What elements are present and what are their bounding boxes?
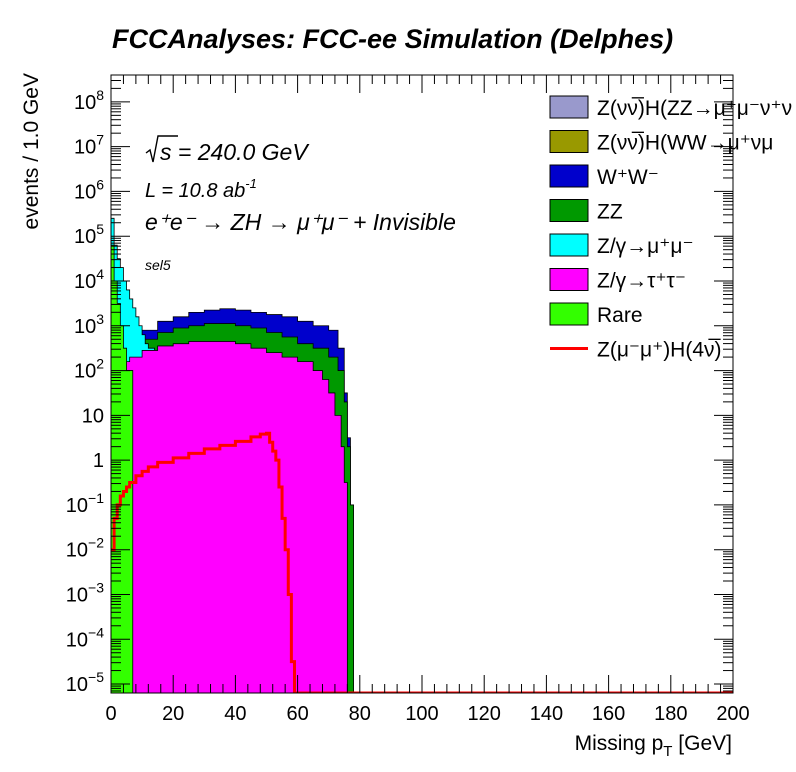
series-8-z-h-4-line: [111, 431, 733, 693]
series-6-z-area: [111, 341, 351, 693]
legend-swatch: [549, 164, 589, 188]
y-tick-label: 108: [74, 87, 104, 114]
y-tick-exponent: 7: [96, 132, 104, 148]
x-tick-label: 200: [716, 703, 749, 725]
y-tick-label: 1: [93, 450, 104, 472]
y-tick-exponent: 6: [96, 176, 104, 192]
legend-swatch: [549, 302, 589, 326]
process-text: e⁺e⁻ → ZH → μ⁺μ⁻ + Invisible: [145, 209, 456, 235]
legend-swatch: [549, 95, 589, 119]
lumi-exponent: -1: [245, 176, 257, 191]
y-tick-label: 10−5: [66, 669, 104, 696]
y-tick-label: 106: [74, 176, 104, 203]
legend-label: Rare: [597, 304, 643, 327]
legend-swatch: [549, 130, 589, 153]
y-tick-base: 10: [66, 495, 88, 517]
x-tick-label: 80: [349, 703, 371, 725]
x-tick-label: 100: [405, 703, 438, 725]
y-tick-label: 10−4: [66, 624, 104, 651]
legend-label: Z/γ→μ⁺μ⁻: [597, 235, 694, 258]
sqrt-s-text: s = 240.0 GeV: [160, 139, 310, 165]
legend-label: Z/γ→τ⁺τ⁻: [597, 270, 686, 293]
x-axis-label-unit: [GeV]: [672, 732, 732, 755]
y-tick-label: 10−3: [66, 579, 104, 606]
x-axis-label: Missing pT [GeV]: [575, 732, 732, 760]
y-tick-base: 1: [93, 450, 104, 472]
x-tick-label: 120: [468, 703, 501, 725]
y-tick-label: 103: [74, 311, 104, 338]
y-axis-label: events / 1.0 GeV: [20, 73, 43, 229]
selection-text: sel5: [145, 257, 171, 273]
y-tick-base: 10: [66, 584, 88, 606]
y-tick-label: 10: [82, 405, 104, 427]
x-tick-label: 40: [224, 703, 246, 725]
y-tick-exponent: −3: [88, 579, 104, 595]
x-axis-label-sub: T: [663, 743, 672, 760]
y-tick-base: 10: [74, 137, 96, 159]
y-tick-exponent: 5: [96, 221, 104, 237]
y-tick-label: 105: [74, 221, 104, 248]
chart-title: FCCAnalyses: FCC-ee Simulation (Delphes): [112, 24, 673, 54]
y-tick-base: 10: [74, 361, 96, 383]
y-tick-label: 107: [74, 132, 104, 159]
y-tick-exponent: −2: [88, 535, 104, 551]
y-tick-label: 104: [74, 266, 104, 293]
y-tick-base: 10: [74, 226, 96, 248]
legend-swatch: [549, 268, 589, 291]
x-tick-label: 0: [105, 703, 116, 725]
y-tick-exponent: −1: [88, 490, 104, 506]
ticks-layer: [110, 75, 734, 693]
y-tick-base: 10: [82, 405, 104, 427]
x-tick-label: 160: [592, 703, 625, 725]
legend-label: Z(νν̅)H(WW→μ⁺νμ: [597, 132, 773, 155]
legend-swatch: [549, 233, 589, 257]
x-tick-label: 140: [530, 703, 563, 725]
y-tick-label: 10−2: [66, 535, 104, 562]
y-tick-base: 10: [74, 316, 96, 338]
x-tick-labels: 0 20 40 60 80 100 120 140 160 180 200: [105, 703, 749, 725]
y-tick-labels: 10810710610510410310210110−110−210−310−4…: [66, 87, 104, 696]
y-tick-exponent: −5: [88, 669, 104, 685]
legend-label: W⁺W⁻: [597, 166, 659, 189]
legend-swatch: [549, 199, 589, 222]
x-axis-label-main: Missing p: [575, 732, 664, 755]
y-tick-label: 102: [74, 356, 104, 383]
y-tick-base: 10: [66, 540, 88, 562]
lumi-value: L = 10.8 ab: [145, 180, 245, 202]
y-tick-label: 10−1: [66, 490, 104, 517]
y-tick-base: 10: [74, 181, 96, 203]
luminosity-text: L = 10.8 ab-1: [145, 176, 257, 202]
y-tick-exponent: 4: [96, 266, 104, 282]
legend-label: Z(νν̅)H(ZZ→μ⁺μ⁻ν⁺ν: [597, 97, 792, 120]
y-tick-exponent: 8: [96, 87, 104, 103]
y-tick-exponent: 3: [96, 311, 104, 327]
annotation-sqrt-s: s = 240.0 GeV: [145, 135, 310, 165]
y-tick-base: 10: [74, 271, 96, 293]
y-tick-base: 10: [66, 674, 88, 696]
legend-label: Z(μ⁻μ⁺)H(4ν̅): [597, 339, 722, 362]
legend: Z(νν̅)H(ZZ→μ⁺μ⁻ν⁺ν Z(νν̅)H(WW→μ⁺νμ W⁺W⁻ ZZ Z…: [549, 95, 792, 362]
x-tick-label: 20: [162, 703, 184, 725]
x-tick-label: 60: [286, 703, 308, 725]
legend-entries: Z(νν̅)H(ZZ→μ⁺μ⁻ν⁺ν Z(νν̅)H(WW→μ⁺νμ W⁺W⁻ ZZ Z…: [549, 95, 792, 362]
x-tick-label: 180: [654, 703, 687, 725]
legend-label: ZZ: [597, 201, 623, 224]
y-tick-exponent: −4: [88, 624, 104, 640]
y-tick-exponent: 2: [96, 356, 104, 372]
series-layer: [111, 217, 733, 693]
y-tick-base: 10: [66, 629, 88, 651]
y-tick-base: 10: [74, 92, 96, 114]
